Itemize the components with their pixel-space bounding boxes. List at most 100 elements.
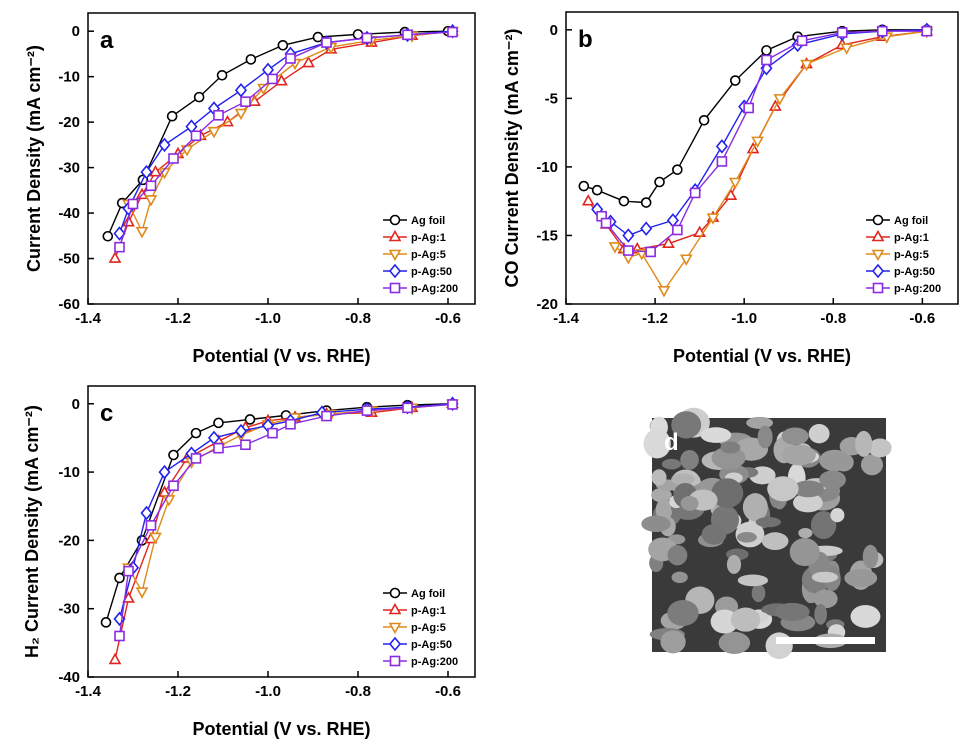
marker: [876, 25, 888, 37]
x-axis-label: Potential (V vs. RHE): [192, 719, 370, 739]
grain: [798, 528, 813, 539]
marker: [240, 439, 251, 451]
x-tick-label: -0.6: [435, 310, 461, 327]
y-tick-label: 0: [72, 396, 80, 413]
grain: [651, 487, 672, 503]
grain: [711, 446, 746, 470]
x-tick-label: -0.6: [435, 683, 461, 700]
marker: [135, 187, 149, 200]
marker: [285, 418, 296, 430]
grain: [813, 589, 838, 609]
legend-marker: [388, 602, 402, 615]
marker: [402, 29, 413, 41]
marker: [285, 53, 296, 64]
y-tick-label: -60: [58, 296, 80, 313]
grain: [755, 516, 781, 528]
marker: [122, 215, 135, 227]
legend-label: p-Ag:50: [894, 266, 935, 278]
series-line: [118, 403, 453, 637]
legend-marker: [871, 249, 885, 262]
marker: [190, 130, 202, 142]
marker: [140, 164, 153, 180]
grain: [860, 454, 884, 476]
marker: [773, 94, 787, 106]
y-tick-label: -30: [58, 160, 80, 177]
x-tick-label: -0.8: [345, 683, 371, 700]
marker: [698, 115, 710, 126]
series-line: [118, 403, 453, 620]
y-tick-label: -10: [58, 69, 80, 86]
marker: [168, 153, 179, 164]
x-axis-label: Potential (V vs. RHE): [192, 346, 370, 366]
series-line: [107, 30, 449, 237]
marker: [618, 195, 630, 207]
grain: [701, 523, 727, 545]
grain: [710, 609, 739, 634]
grain: [720, 441, 741, 454]
grain: [730, 607, 761, 632]
grain: [655, 498, 673, 522]
marker: [361, 32, 373, 44]
grain: [671, 473, 695, 486]
marker: [578, 180, 590, 192]
legend-marker: [388, 636, 402, 652]
y-tick-label: -50: [58, 251, 80, 268]
grain: [868, 438, 892, 458]
x-axis-label: Potential (V vs. RHE): [673, 346, 851, 366]
marker: [127, 198, 139, 210]
grain: [761, 532, 789, 550]
x-tick-label: -1.2: [165, 310, 191, 327]
marker: [145, 520, 157, 531]
marker: [245, 54, 257, 65]
marker: [114, 630, 125, 642]
marker: [102, 230, 114, 242]
x-tick-label: -1.4: [75, 683, 102, 700]
y-tick-label: -5: [545, 90, 558, 107]
legend-marker: [389, 214, 401, 226]
grain: [810, 511, 837, 540]
marker: [100, 617, 112, 628]
x-tick-label: -1.2: [165, 683, 191, 700]
legend-label: p-Ag:50: [411, 639, 452, 651]
marker: [645, 246, 656, 258]
marker: [190, 453, 202, 464]
marker: [706, 213, 720, 225]
marker: [302, 55, 315, 68]
marker: [729, 75, 741, 86]
legend-label: p-Ag:5: [411, 622, 446, 634]
grain: [651, 469, 667, 486]
y-axis-label: Current Density (mA cm⁻²): [24, 45, 44, 272]
marker: [193, 91, 205, 103]
x-tick-label: -0.8: [345, 310, 371, 327]
marker: [213, 417, 224, 429]
marker: [622, 228, 635, 243]
grain: [671, 571, 688, 584]
grain: [862, 544, 879, 569]
x-tick-label: -1.4: [75, 310, 102, 327]
grain: [757, 425, 773, 449]
marker: [679, 254, 693, 266]
legend-marker: [388, 249, 402, 262]
panel-label: a: [100, 27, 114, 54]
grain: [680, 449, 699, 470]
marker: [168, 449, 179, 461]
legend-label: Ag foil: [411, 588, 445, 600]
marker: [234, 108, 248, 121]
plot-frame: [87, 12, 476, 305]
marker: [149, 532, 162, 545]
legend-label: p-Ag:1: [894, 232, 929, 244]
x-tick-label: -1.0: [731, 310, 757, 327]
marker: [751, 136, 764, 149]
y-tick-label: -15: [536, 227, 558, 244]
marker: [122, 591, 135, 603]
legend-marker: [872, 214, 884, 226]
legend-marker: [389, 282, 401, 294]
grain: [781, 427, 809, 445]
legend-marker: [389, 655, 401, 667]
legend-marker: [388, 229, 402, 242]
x-tick-label: -1.0: [255, 310, 281, 327]
marker: [135, 226, 149, 239]
x-tick-label: -0.6: [909, 310, 935, 327]
sem-grains: [641, 407, 892, 660]
grain: [726, 555, 742, 574]
